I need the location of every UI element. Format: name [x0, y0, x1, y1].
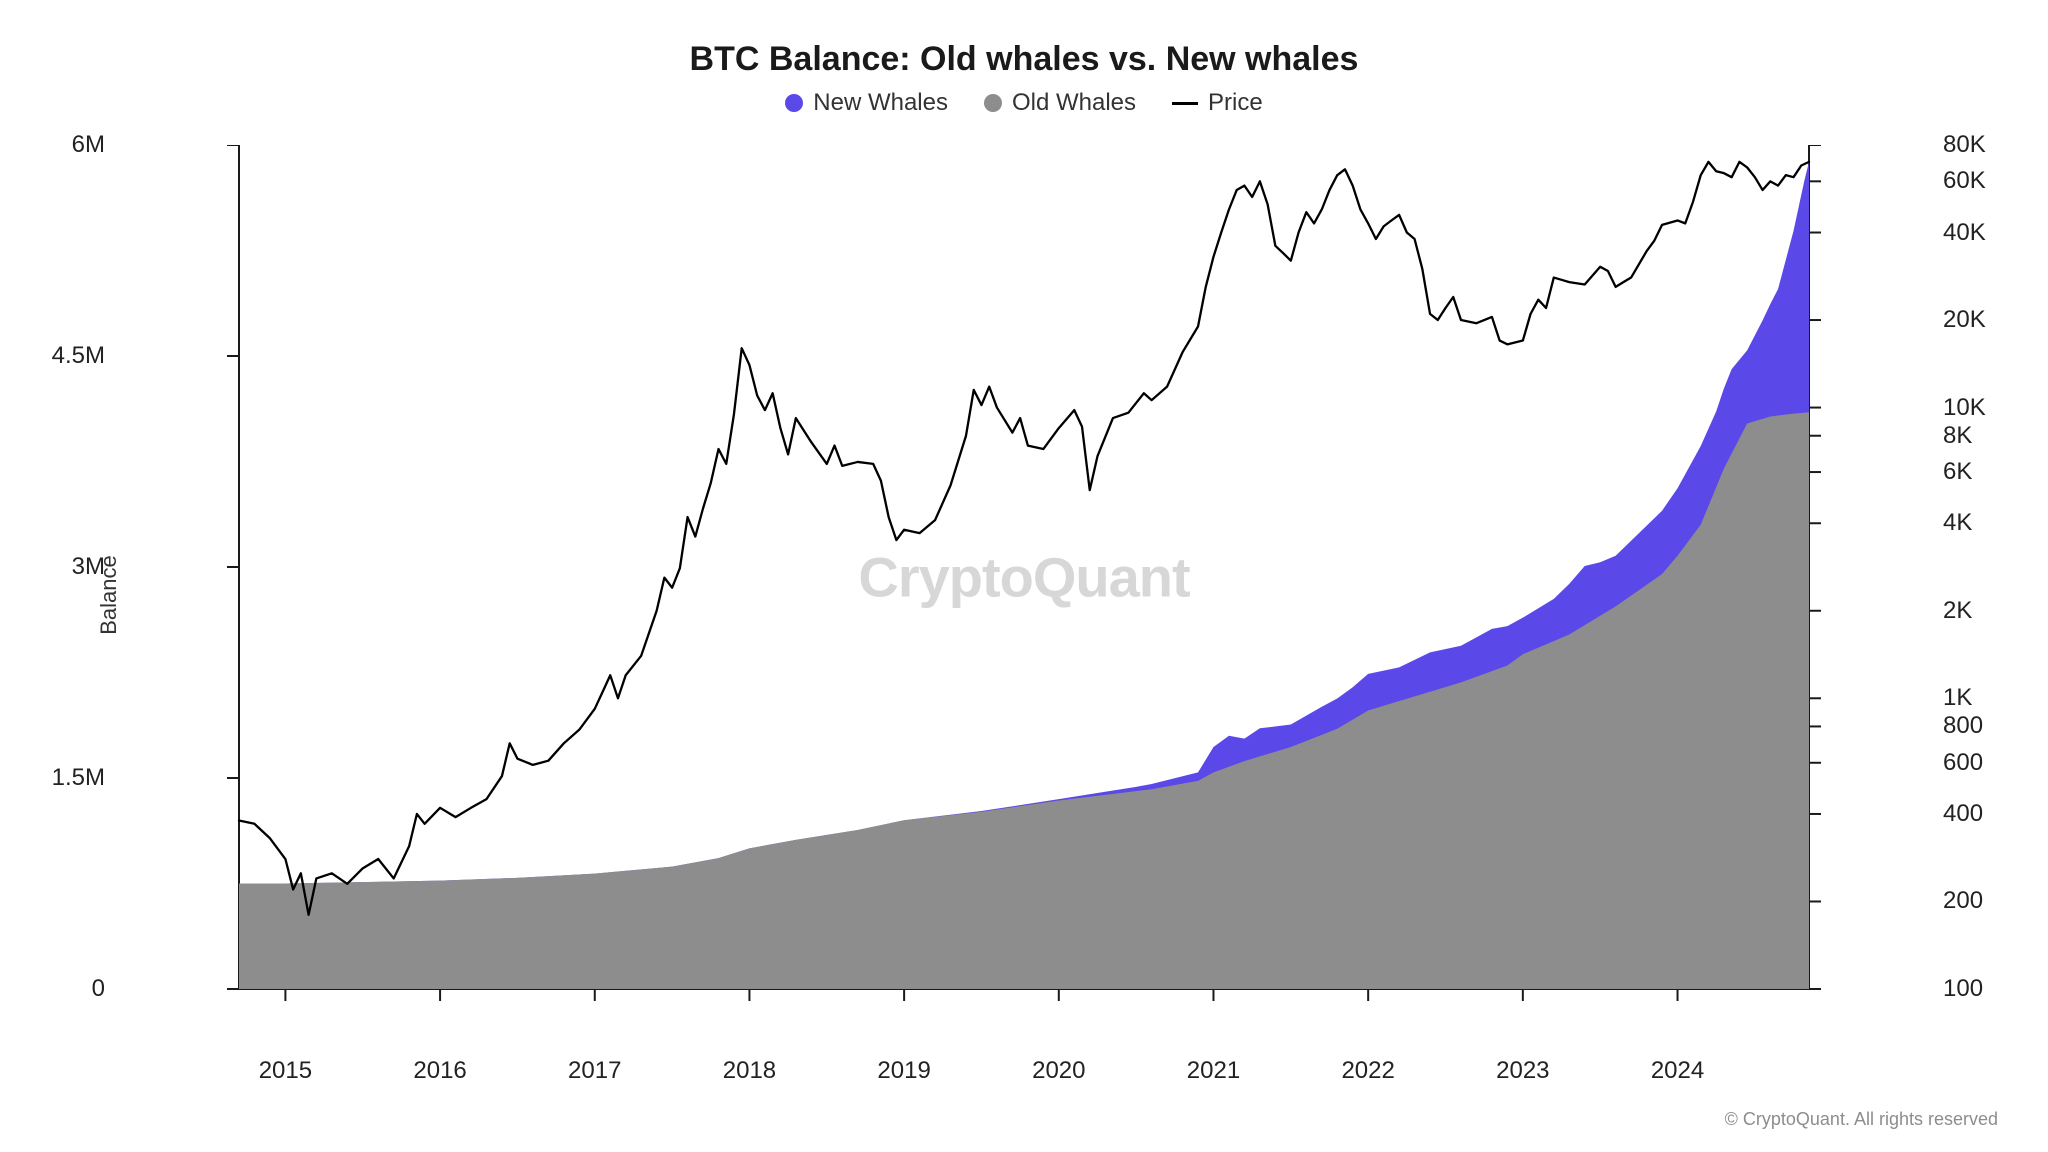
legend-swatch — [785, 94, 803, 112]
axis-tick-label: 200 — [1943, 887, 1983, 915]
axis-tick-label: 60K — [1943, 167, 1986, 195]
axis-tick-label: 2019 — [877, 1057, 930, 1085]
axis-tick-label: 6M — [15, 131, 105, 159]
chart-title: BTC Balance: Old whales vs. New whales — [50, 40, 1998, 79]
axis-tick-label: 2021 — [1187, 1057, 1240, 1085]
axis-tick-label: 8K — [1943, 422, 1972, 450]
axis-tick-label: 800 — [1943, 712, 1983, 740]
axis-tick-label: 4.5M — [15, 342, 105, 370]
axis-tick-label: 1K — [1943, 684, 1972, 712]
legend-label: Old Whales — [1012, 89, 1136, 117]
axis-tick-label: 2K — [1943, 597, 1972, 625]
old-whales-area — [239, 412, 1809, 989]
axis-tick-label: 80K — [1943, 131, 1986, 159]
axis-tick-label: 4K — [1943, 509, 1972, 537]
legend-item: Price — [1172, 89, 1263, 117]
legend-swatch — [984, 94, 1002, 112]
axis-tick-label: 400 — [1943, 800, 1983, 828]
chart-svg — [119, 145, 1929, 1045]
axis-tick-label: 2024 — [1651, 1057, 1704, 1085]
axis-tick-label: 2017 — [568, 1057, 621, 1085]
axis-tick-label: 100 — [1943, 975, 1983, 1003]
plot-area: Balance CryptoQuant 01.5M3M4.5M6M1002004… — [119, 145, 1929, 1045]
legend-line-swatch — [1172, 102, 1198, 105]
axis-tick-label: 6K — [1943, 458, 1972, 486]
axis-tick-label: 20K — [1943, 306, 1986, 334]
legend-label: New Whales — [813, 89, 948, 117]
legend-item: Old Whales — [984, 89, 1136, 117]
axis-tick-label: 0 — [15, 975, 105, 1003]
legend-item: New Whales — [785, 89, 948, 117]
axis-tick-label: 1.5M — [15, 764, 105, 792]
axis-tick-label: 3M — [15, 553, 105, 581]
axis-tick-label: 40K — [1943, 219, 1986, 247]
axis-tick-label: 600 — [1943, 749, 1983, 777]
chart-container: BTC Balance: Old whales vs. New whales N… — [0, 0, 2048, 1152]
axis-tick-label: 10K — [1943, 394, 1986, 422]
axis-tick-label: 2016 — [413, 1057, 466, 1085]
axis-tick-label: 2015 — [259, 1057, 312, 1085]
chart-legend: New Whales Old Whales Price — [50, 89, 1998, 117]
legend-label: Price — [1208, 89, 1263, 117]
attribution-text: © CryptoQuant. All rights reserved — [1725, 1109, 1998, 1130]
axis-tick-label: 2020 — [1032, 1057, 1085, 1085]
axis-tick-label: 2018 — [723, 1057, 776, 1085]
axis-tick-label: 2022 — [1341, 1057, 1394, 1085]
axis-tick-label: 2023 — [1496, 1057, 1549, 1085]
